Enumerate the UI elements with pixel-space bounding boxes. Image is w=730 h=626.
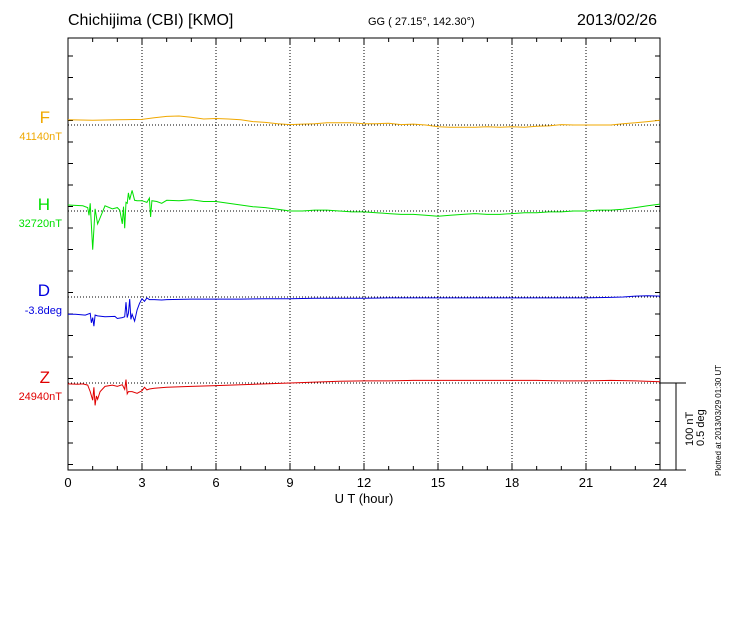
x-axis-title: U T (hour) xyxy=(335,491,394,506)
trace-f xyxy=(67,115,661,128)
magnetogram-chart: 0 3 6 9 12 15 18 21 24 U T (hour) xyxy=(64,37,686,506)
x-tick-label: 9 xyxy=(286,475,293,490)
x-tick-label: 18 xyxy=(505,475,519,490)
scale-deg: 0.5 deg xyxy=(695,409,707,446)
trace-z xyxy=(67,379,661,406)
geographic-coordinates: GG ( 27.15°, 142.30°) xyxy=(368,16,475,28)
x-tick-label: 0 xyxy=(64,475,71,490)
baseline-z: 24940nT xyxy=(18,391,62,403)
trace-d xyxy=(68,295,661,327)
trace-h xyxy=(67,190,661,250)
x-tick-label: 3 xyxy=(138,475,145,490)
component-label-f: F xyxy=(39,108,50,127)
x-tick-label: 12 xyxy=(357,475,371,490)
component-label-z: Z xyxy=(39,368,50,387)
x-tick-label: 21 xyxy=(579,475,593,490)
x-tick-label: 15 xyxy=(431,475,445,490)
plotted-timestamp: Plotted at 2013/03/29 01:30 UT xyxy=(714,365,726,626)
component-label-d: D xyxy=(37,281,50,300)
x-tick-label: 6 xyxy=(212,475,219,490)
scale-bar-label: 100 nT 0.5 deg xyxy=(684,388,707,468)
component-label-h: H xyxy=(37,195,50,214)
baseline-f: 41140nT xyxy=(19,131,62,143)
observation-date: 2013/02/26 xyxy=(577,12,658,29)
baseline-h: 32720nT xyxy=(18,218,62,230)
baseline-d: -3.8deg xyxy=(24,305,62,317)
x-tick-label: 24 xyxy=(653,475,667,490)
station-title: Chichijima (CBI) [KMO] xyxy=(68,12,234,29)
plotted-text: Plotted at 2013/03/29 01:30 UT xyxy=(714,364,723,476)
